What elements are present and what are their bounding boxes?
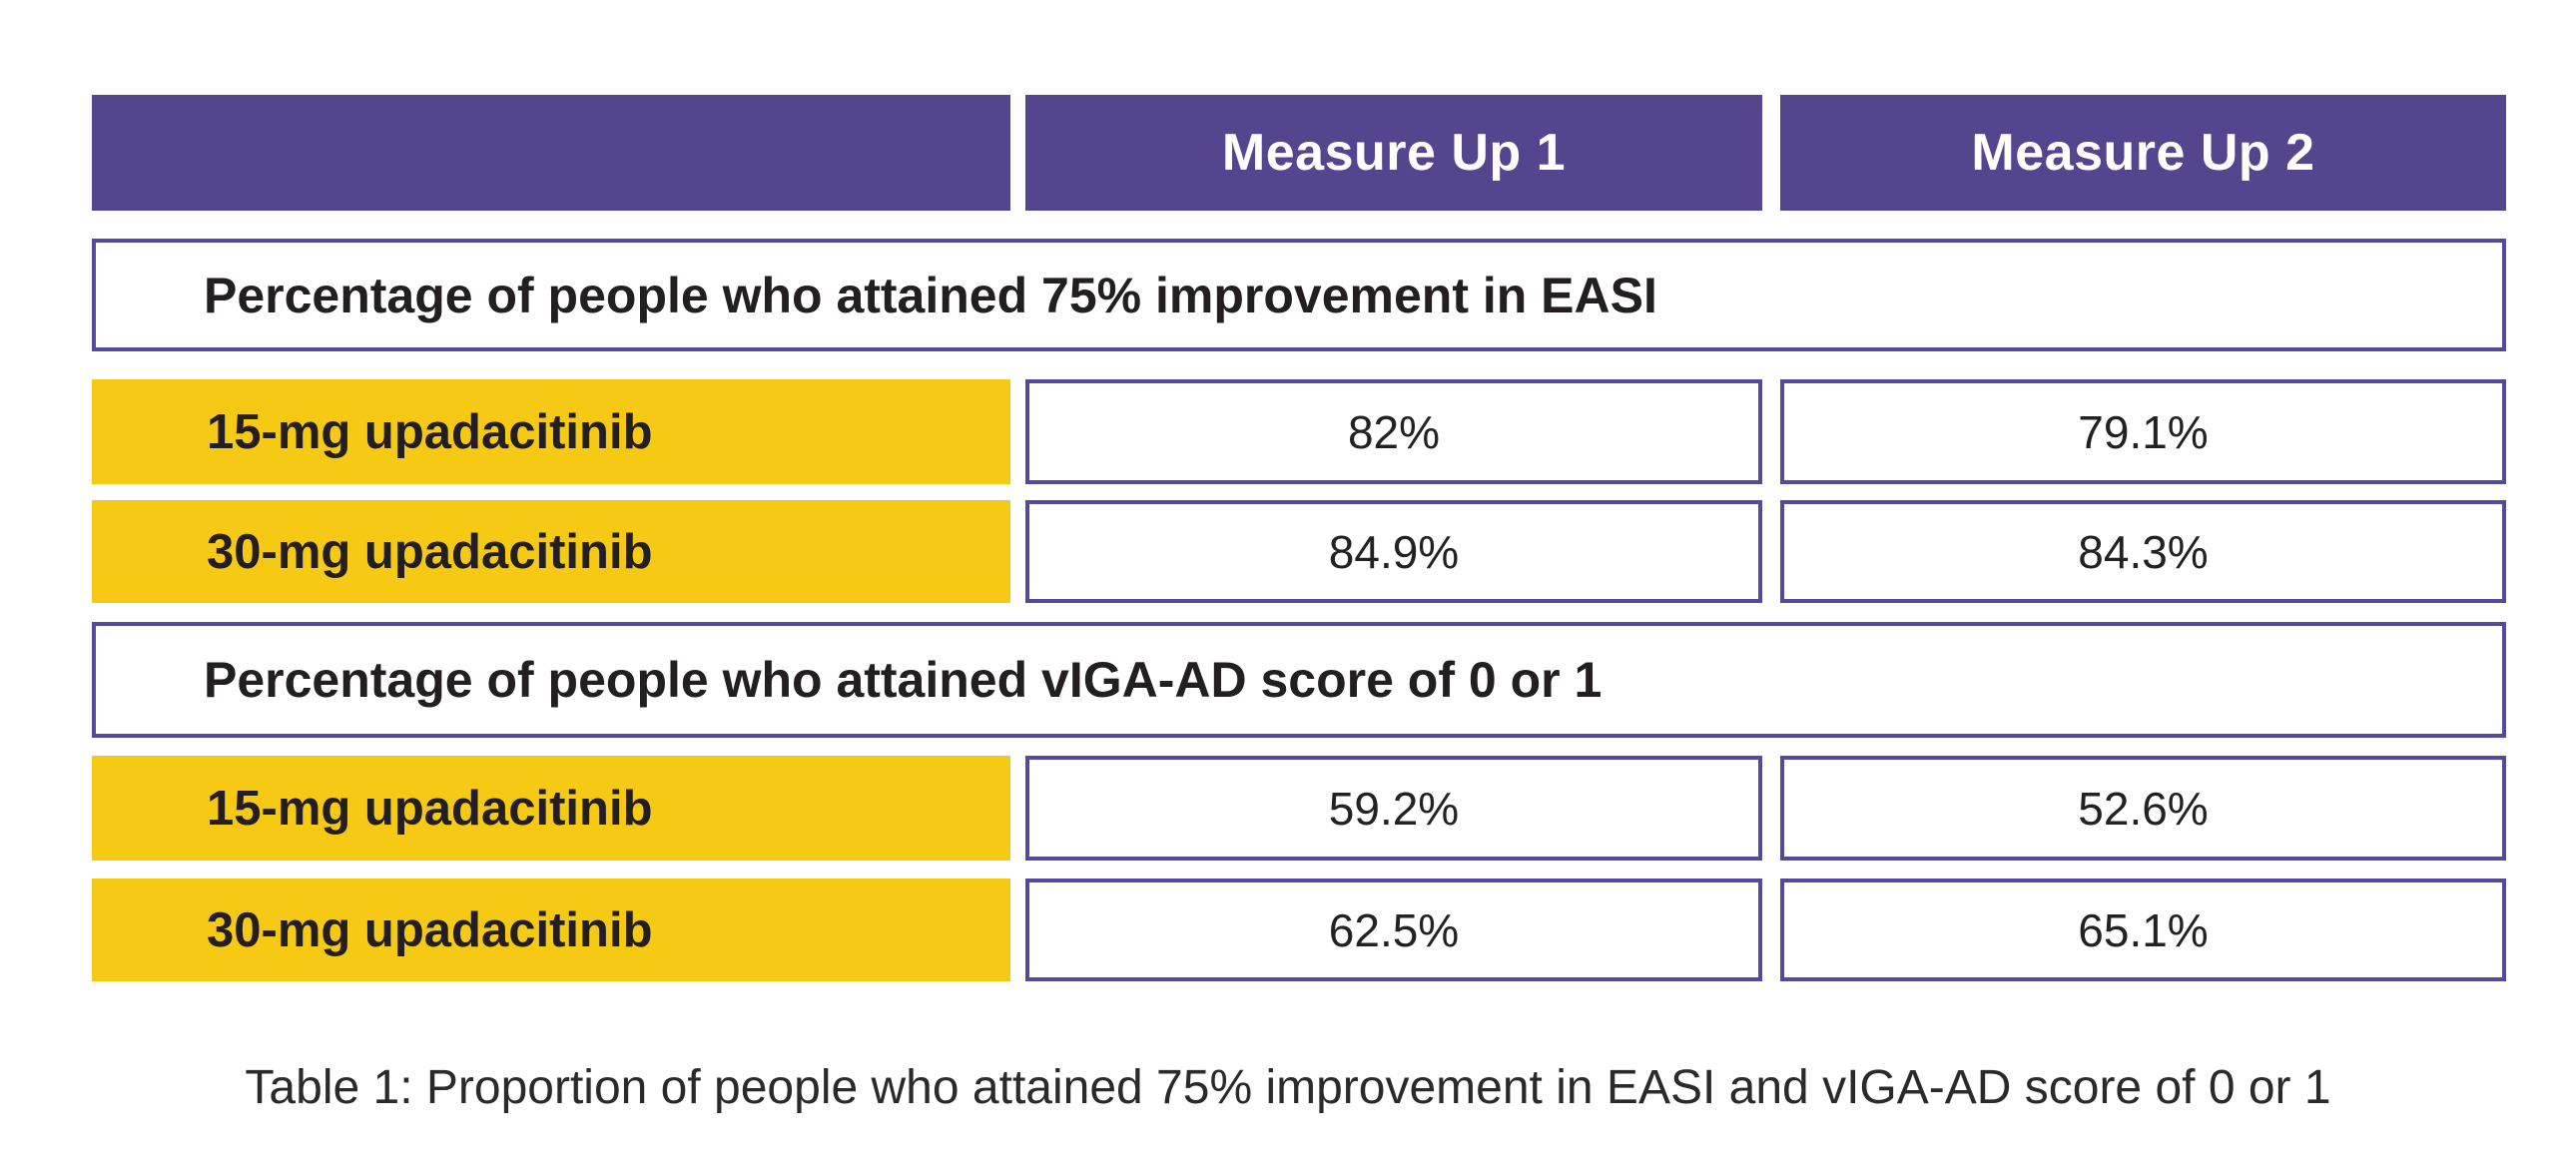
table-caption: Table 1: Proportion of people who attain… — [245, 1061, 2331, 1114]
row-label-15mg-viga: 15-mg upadacitinib — [92, 756, 1010, 861]
header-cell-blank — [92, 95, 1010, 211]
value-cell-viga-30mg-mu2: 65.1% — [1780, 879, 2506, 981]
header-label-measure-up-2: Measure Up 2 — [1971, 124, 2315, 182]
value-viga-30mg-mu2: 65.1% — [2078, 903, 2209, 956]
section-banner-viga-text: Percentage of people who attained vIGA-A… — [204, 652, 1603, 708]
row-label-15mg-easi-text: 15-mg upadacitinib — [207, 404, 653, 459]
value-easi-15mg-mu1: 82% — [1347, 405, 1441, 458]
value-cell-viga-15mg-mu1: 59.2% — [1025, 756, 1762, 861]
value-viga-30mg-mu1: 62.5% — [1328, 903, 1460, 956]
row-label-30mg-easi-text: 30-mg upadacitinib — [207, 524, 653, 579]
value-easi-15mg-mu2: 79.1% — [2078, 405, 2209, 458]
value-cell-easi-30mg-mu1: 84.9% — [1025, 500, 1762, 603]
section-banner-easi-text: Percentage of people who attained 75% im… — [204, 267, 1657, 323]
section-banner-viga: Percentage of people who attained vIGA-A… — [92, 622, 2506, 738]
value-viga-15mg-mu1: 59.2% — [1328, 782, 1460, 835]
value-easi-30mg-mu2: 84.3% — [2078, 525, 2209, 578]
row-label-15mg-easi: 15-mg upadacitinib — [92, 379, 1010, 484]
value-cell-viga-30mg-mu1: 62.5% — [1025, 879, 1762, 981]
row-label-30mg-viga-text: 30-mg upadacitinib — [207, 902, 653, 957]
value-cell-easi-15mg-mu2: 79.1% — [1780, 379, 2506, 484]
header-cell-measure-up-1: Measure Up 1 — [1025, 95, 1762, 211]
header-cell-measure-up-2: Measure Up 2 — [1780, 95, 2506, 211]
value-cell-easi-15mg-mu1: 82% — [1025, 379, 1762, 484]
value-cell-viga-15mg-mu2: 52.6% — [1780, 756, 2506, 861]
header-label-measure-up-1: Measure Up 1 — [1221, 124, 1567, 182]
section-banner-easi: Percentage of people who attained 75% im… — [92, 239, 2506, 351]
value-viga-15mg-mu2: 52.6% — [2078, 782, 2209, 835]
value-easi-30mg-mu1: 84.9% — [1328, 525, 1460, 578]
row-label-30mg-viga: 30-mg upadacitinib — [92, 879, 1010, 981]
row-label-15mg-viga-text: 15-mg upadacitinib — [207, 781, 653, 836]
row-label-30mg-easi: 30-mg upadacitinib — [92, 500, 1010, 603]
value-cell-easi-30mg-mu2: 84.3% — [1780, 500, 2506, 603]
